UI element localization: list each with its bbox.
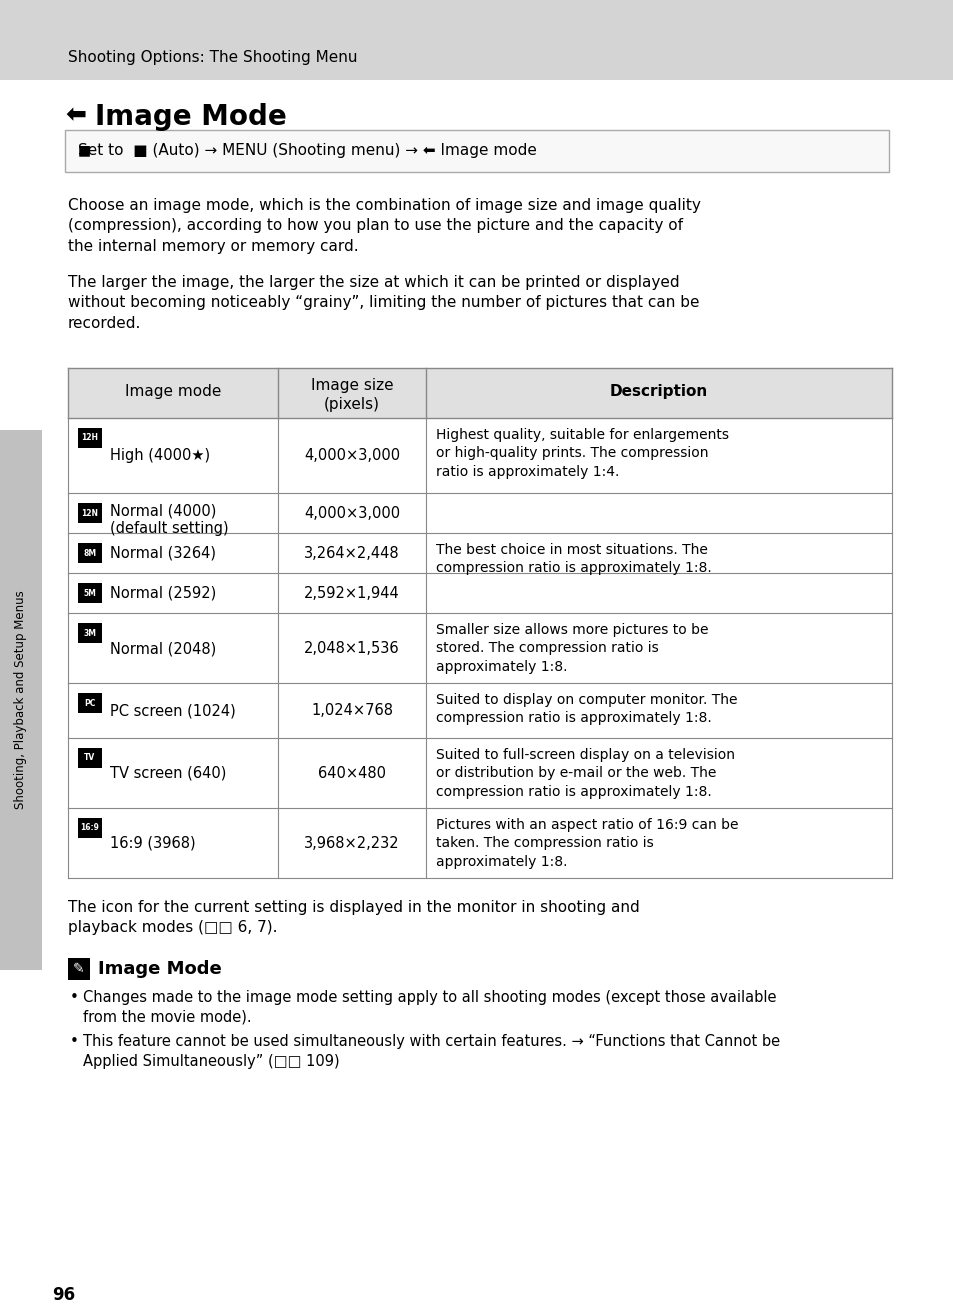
Text: The best choice in most situations. The
compression ratio is approximately 1:8.: The best choice in most situations. The …: [436, 543, 711, 576]
Text: 2,592×1,944: 2,592×1,944: [304, 586, 399, 600]
Text: ■: ■: [78, 143, 91, 156]
Bar: [78, 692, 102, 714]
Text: Highest quality, suitable for enlargements
or high-quality prints. The compressi: Highest quality, suitable for enlargemen…: [436, 428, 728, 478]
Text: Normal (4000): Normal (4000): [110, 505, 216, 519]
Text: Image mode: Image mode: [125, 384, 221, 399]
Text: PC screen (1024): PC screen (1024): [110, 703, 235, 717]
Bar: [68, 573, 891, 614]
Text: Pictures with an aspect ratio of 16:9 can be
taken. The compression ratio is
app: Pictures with an aspect ratio of 16:9 ca…: [436, 819, 738, 869]
Text: Suited to full-screen display on a television
or distribution by e-mail or the w: Suited to full-screen display on a telev…: [436, 748, 734, 799]
Text: 2,048×1,536: 2,048×1,536: [304, 641, 399, 656]
Text: 96: 96: [52, 1286, 75, 1303]
Bar: [78, 819, 102, 838]
Text: 3,264×2,448: 3,264×2,448: [304, 547, 399, 561]
Text: ⬅: ⬅: [65, 102, 86, 127]
Text: TV screen (640): TV screen (640): [110, 766, 226, 781]
Bar: [68, 418, 891, 493]
Text: 16:9: 16:9: [80, 824, 99, 833]
Text: 3M: 3M: [84, 628, 96, 637]
Bar: [78, 583, 102, 603]
Bar: [78, 428, 102, 448]
Text: Shooting, Playback and Setup Menus: Shooting, Playback and Setup Menus: [14, 590, 28, 809]
Text: Image Mode: Image Mode: [95, 102, 287, 131]
Bar: [78, 623, 102, 643]
Text: High (4000★): High (4000★): [110, 448, 210, 463]
Text: Smaller size allows more pictures to be
stored. The compression ratio is
approxi: Smaller size allows more pictures to be …: [436, 623, 708, 674]
Bar: [78, 543, 102, 562]
Bar: [78, 503, 102, 523]
Text: 4,000×3,000: 4,000×3,000: [304, 506, 399, 520]
Text: Image Mode: Image Mode: [98, 961, 221, 978]
Text: Normal (3264): Normal (3264): [110, 547, 215, 561]
Text: (default setting): (default setting): [110, 520, 229, 536]
Text: Suited to display on computer monitor. The
compression ratio is approximately 1:: Suited to display on computer monitor. T…: [436, 692, 737, 725]
Bar: [68, 493, 891, 533]
Text: ✎: ✎: [73, 962, 85, 976]
Text: Description: Description: [609, 384, 707, 399]
Text: •: •: [70, 989, 79, 1005]
Text: 3,968×2,232: 3,968×2,232: [304, 836, 399, 851]
Text: 8M: 8M: [83, 548, 96, 557]
Text: 4,000×3,000: 4,000×3,000: [304, 448, 399, 463]
Text: Normal (2048): Normal (2048): [110, 641, 216, 656]
Text: Set to  ■ (Auto) → MENU (Shooting menu) → ⬅ Image mode: Set to ■ (Auto) → MENU (Shooting menu) →…: [78, 143, 537, 158]
Bar: [78, 748, 102, 767]
Text: Image size
(pixels): Image size (pixels): [311, 378, 393, 411]
Text: 12H: 12H: [81, 434, 98, 443]
Text: 5M: 5M: [84, 589, 96, 598]
Text: PC: PC: [84, 699, 95, 707]
Text: 16:9 (3968): 16:9 (3968): [110, 836, 195, 851]
Bar: [68, 683, 891, 738]
Text: This feature cannot be used simultaneously with certain features. → “Functions t: This feature cannot be used simultaneous…: [83, 1034, 780, 1068]
Bar: [68, 614, 891, 683]
Text: •: •: [70, 1034, 79, 1049]
Text: 1,024×768: 1,024×768: [311, 703, 393, 717]
Bar: [68, 808, 891, 878]
Text: Normal (2592): Normal (2592): [110, 586, 216, 600]
Bar: [0, 0, 953, 80]
Text: Shooting Options: The Shooting Menu: Shooting Options: The Shooting Menu: [68, 50, 357, 64]
Text: 12N: 12N: [81, 509, 98, 518]
Bar: [68, 368, 891, 418]
Bar: [65, 130, 888, 172]
Text: TV: TV: [84, 753, 95, 762]
Bar: [0, 430, 42, 970]
Text: The larger the image, the larger the size at which it can be printed or displaye: The larger the image, the larger the siz…: [68, 275, 699, 331]
Text: Changes made to the image mode setting apply to all shooting modes (except those: Changes made to the image mode setting a…: [83, 989, 776, 1025]
Text: The icon for the current setting is displayed in the monitor in shooting and
pla: The icon for the current setting is disp…: [68, 900, 639, 936]
Bar: [68, 738, 891, 808]
Text: 640×480: 640×480: [317, 766, 386, 781]
Text: Choose an image mode, which is the combination of image size and image quality
(: Choose an image mode, which is the combi…: [68, 198, 700, 254]
Bar: [68, 533, 891, 573]
Bar: [68, 958, 90, 980]
